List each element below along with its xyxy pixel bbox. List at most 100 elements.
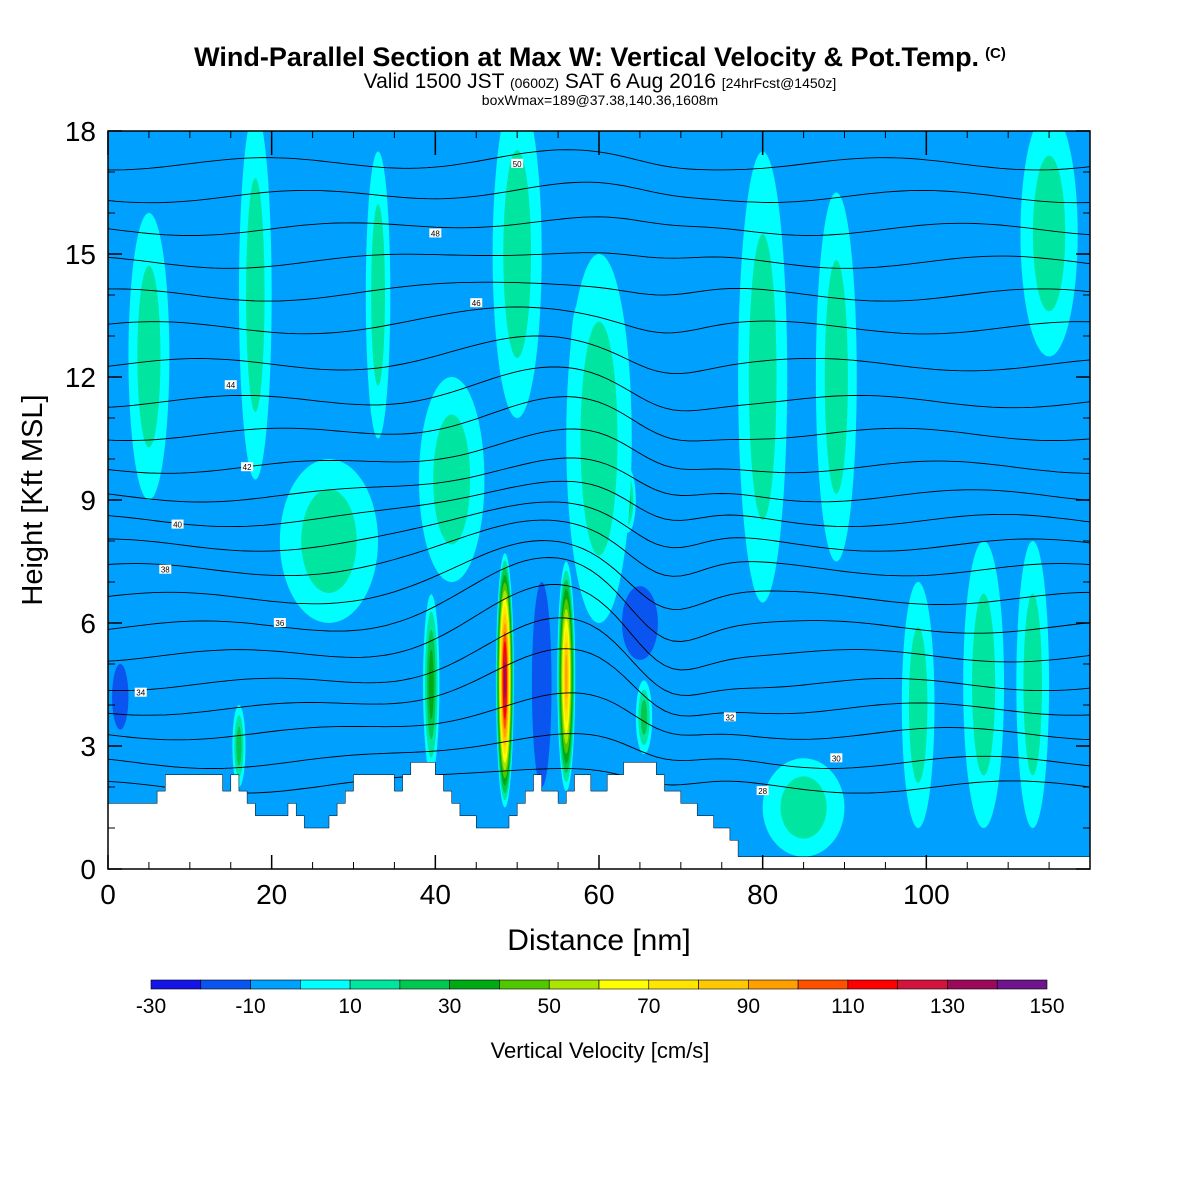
colorbar-swatch	[250, 979, 301, 990]
isentrope-label: 32	[723, 712, 736, 722]
w-contour-fill	[972, 593, 996, 776]
isentrope-line	[108, 181, 1090, 204]
w-contour-fill	[1032, 155, 1066, 312]
isentrope-label: 28	[756, 786, 769, 796]
colorbar-label: Vertical Velocity [cm/s]	[491, 1038, 710, 1063]
svg-text:36: 36	[275, 619, 284, 628]
y-tick-label: 6	[80, 608, 96, 639]
y-axis-label: Height [Kft MSL]	[17, 394, 49, 605]
w-feature	[238, 131, 272, 480]
w-contour-fill	[246, 178, 265, 412]
colorbar-swatch	[598, 979, 650, 990]
colorbar-swatch	[349, 979, 401, 990]
w-feature	[621, 586, 658, 660]
svg-text:28: 28	[758, 787, 767, 796]
colorbar-swatch	[947, 979, 998, 990]
isentropes	[108, 149, 1090, 794]
w-contour-fill	[531, 582, 552, 787]
isentrope-line	[108, 648, 1090, 717]
svg-text:40: 40	[173, 521, 182, 530]
w-feature	[1020, 131, 1078, 357]
isentrope-line	[108, 480, 1090, 528]
w-contour-fill	[580, 321, 618, 556]
isentrope-line	[108, 252, 1090, 269]
w-contour-fill	[748, 234, 777, 520]
w-contour-fill	[824, 260, 848, 494]
w-feature	[531, 582, 552, 787]
y-tick-label: 9	[80, 485, 96, 516]
colorbar-swatch	[648, 979, 699, 990]
title-mark: (C)	[985, 45, 1006, 62]
isentrope-label: 40	[171, 519, 184, 530]
w-contour-fill	[112, 664, 129, 730]
colorbar-tick-label: 110	[831, 995, 864, 1018]
w-contour-fill	[640, 699, 648, 735]
svg-text:46: 46	[472, 299, 481, 308]
y-tick-label: 15	[65, 239, 96, 270]
colorbar-tick-label: -10	[235, 995, 265, 1018]
isentrope-line	[108, 617, 1090, 696]
colorbar-swatch	[300, 979, 351, 990]
w-contour-fill	[780, 776, 827, 839]
chart-title: Wind-Parallel Section at Max W: Vertical…	[194, 42, 1006, 72]
colorbar: -30 -10 10 30 50 70 90 110 130 150	[136, 979, 1065, 1018]
w-feature	[762, 758, 845, 857]
x-tick-label: 100	[903, 879, 950, 910]
isentrope-line	[108, 584, 1090, 671]
colorbar-tick-label: 90	[737, 995, 760, 1018]
isentrope-line	[108, 768, 1090, 794]
colorbar-tick-label: 150	[1029, 995, 1064, 1018]
w-contour-fill	[503, 661, 506, 700]
svg-text:50: 50	[513, 160, 522, 169]
isentrope-line	[108, 216, 1090, 236]
w-feature	[1016, 541, 1050, 828]
isentrope-line	[108, 457, 1090, 503]
svg-text:44: 44	[226, 381, 235, 390]
isentrope-line	[108, 396, 1090, 442]
isentrope-line	[108, 501, 1090, 552]
w-feature	[738, 151, 788, 603]
svg-text:30: 30	[832, 754, 841, 763]
w-feature	[635, 680, 653, 755]
isentrope-label: 44	[224, 380, 237, 390]
w-contour-fill	[137, 265, 161, 448]
w-feature	[423, 594, 440, 775]
x-axis-label: Distance [nm]	[507, 924, 690, 957]
svg-text:42: 42	[243, 463, 252, 472]
colorbar-swatch	[748, 979, 799, 990]
isentrope-line	[108, 692, 1090, 741]
isentrope-line	[108, 540, 1090, 610]
x-tick-label: 0	[100, 879, 116, 910]
colorbar-swatch	[399, 979, 450, 990]
w-contour-fill	[503, 150, 532, 358]
y-tick-label: 3	[80, 731, 96, 762]
w-contour-fill	[433, 414, 471, 545]
isentrope-line	[108, 519, 1090, 577]
w-contour-fill	[621, 586, 658, 660]
isentrope-label: 50	[511, 158, 524, 169]
isentrope-line	[108, 281, 1090, 302]
colorbar-tick-label: -30	[136, 995, 166, 1018]
w-feature	[128, 213, 170, 500]
colorbar-swatch	[996, 979, 1048, 990]
w-contour-fill	[908, 627, 928, 783]
x-tick-label: 40	[420, 879, 451, 910]
w-contour-fill	[371, 204, 385, 386]
plot-area: 34 36 38 40 42 44 46 48 50 30 28 32	[108, 131, 1090, 869]
colorbar-swatch	[200, 979, 251, 990]
isentrope-label: 38	[159, 564, 172, 575]
w-feature	[495, 553, 514, 808]
x-tick-label: 60	[583, 879, 614, 910]
isentrope-line	[108, 557, 1090, 642]
svg-text:48: 48	[431, 230, 440, 239]
isentrope-line	[108, 428, 1090, 474]
w-feature	[815, 192, 857, 562]
chart-info-line: boxWmax=189@37.38,140.36,1608m	[481, 92, 719, 108]
colorbar-swatch	[499, 979, 550, 990]
x-tick-label: 20	[256, 879, 287, 910]
isentrope-line	[108, 366, 1090, 412]
w-feature	[901, 582, 935, 828]
colorbar-tick-label: 70	[637, 995, 660, 1018]
w-feature	[232, 705, 246, 787]
